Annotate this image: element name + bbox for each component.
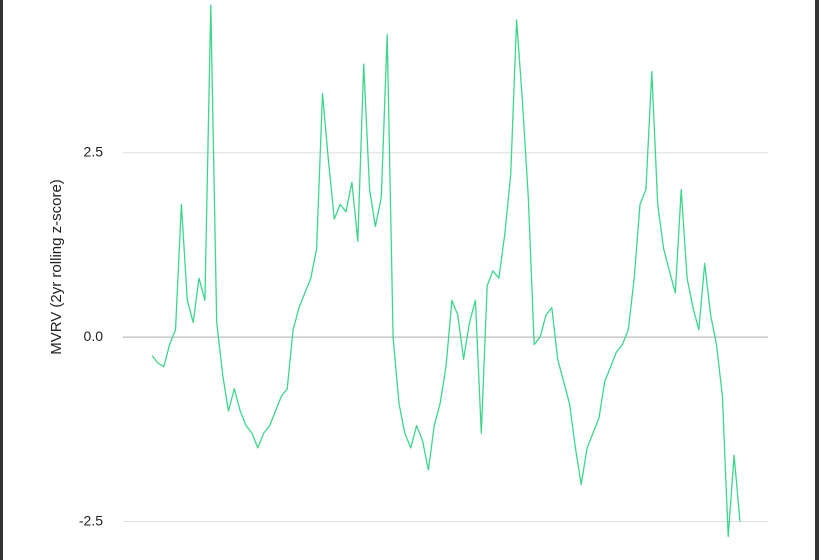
y-axis-label: MVRV (2yr rolling z-score) xyxy=(48,179,65,355)
left-border xyxy=(0,0,3,560)
right-border xyxy=(815,0,819,560)
y-tick-label: 2.5 xyxy=(84,143,104,159)
y-tick-label: 0.0 xyxy=(84,328,104,344)
data-line xyxy=(151,4,741,538)
y-tick-label: -2.5 xyxy=(79,512,103,528)
